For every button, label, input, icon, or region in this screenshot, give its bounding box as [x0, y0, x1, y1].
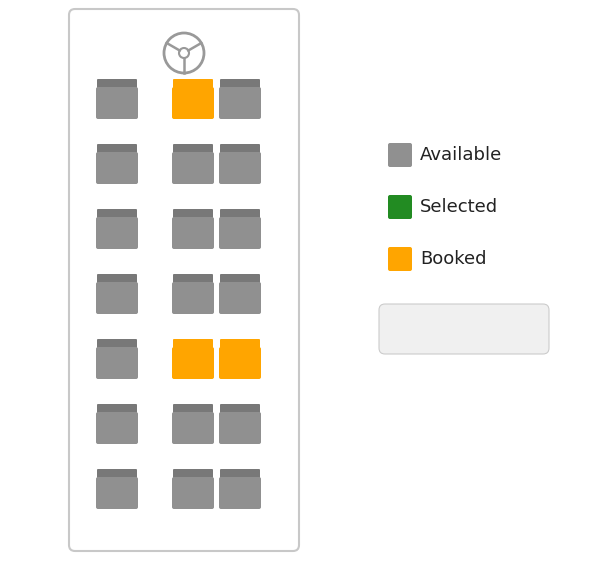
FancyBboxPatch shape	[97, 274, 137, 284]
FancyBboxPatch shape	[173, 274, 213, 284]
FancyBboxPatch shape	[97, 339, 137, 349]
FancyBboxPatch shape	[173, 144, 213, 154]
FancyBboxPatch shape	[97, 209, 137, 219]
FancyBboxPatch shape	[69, 9, 299, 551]
Text: Selected: Selected	[420, 198, 498, 216]
FancyBboxPatch shape	[96, 217, 138, 249]
Text: Available: Available	[420, 146, 502, 164]
FancyBboxPatch shape	[173, 404, 213, 414]
FancyBboxPatch shape	[220, 79, 260, 89]
FancyBboxPatch shape	[219, 217, 261, 249]
FancyBboxPatch shape	[173, 209, 213, 219]
FancyBboxPatch shape	[219, 412, 261, 444]
FancyBboxPatch shape	[172, 152, 214, 184]
FancyBboxPatch shape	[220, 339, 260, 349]
FancyBboxPatch shape	[96, 477, 138, 509]
FancyBboxPatch shape	[96, 152, 138, 184]
Text: Booked: Booked	[420, 250, 487, 268]
Text: Clear Selection: Clear Selection	[406, 321, 522, 337]
FancyBboxPatch shape	[219, 282, 261, 314]
FancyBboxPatch shape	[388, 195, 412, 219]
FancyBboxPatch shape	[220, 209, 260, 219]
FancyBboxPatch shape	[97, 404, 137, 414]
FancyBboxPatch shape	[96, 87, 138, 119]
FancyBboxPatch shape	[96, 282, 138, 314]
FancyBboxPatch shape	[219, 152, 261, 184]
FancyBboxPatch shape	[220, 404, 260, 414]
FancyBboxPatch shape	[172, 412, 214, 444]
FancyBboxPatch shape	[220, 144, 260, 154]
FancyBboxPatch shape	[388, 247, 412, 271]
FancyBboxPatch shape	[219, 477, 261, 509]
FancyBboxPatch shape	[96, 412, 138, 444]
FancyBboxPatch shape	[96, 347, 138, 379]
FancyBboxPatch shape	[219, 347, 261, 379]
FancyBboxPatch shape	[219, 87, 261, 119]
FancyBboxPatch shape	[220, 469, 260, 479]
FancyBboxPatch shape	[173, 469, 213, 479]
FancyBboxPatch shape	[173, 339, 213, 349]
FancyBboxPatch shape	[172, 347, 214, 379]
FancyBboxPatch shape	[172, 477, 214, 509]
FancyBboxPatch shape	[379, 304, 549, 354]
FancyBboxPatch shape	[172, 217, 214, 249]
FancyBboxPatch shape	[173, 79, 213, 89]
FancyBboxPatch shape	[388, 143, 412, 167]
FancyBboxPatch shape	[172, 282, 214, 314]
FancyBboxPatch shape	[97, 469, 137, 479]
FancyBboxPatch shape	[97, 144, 137, 154]
FancyBboxPatch shape	[220, 274, 260, 284]
FancyBboxPatch shape	[172, 87, 214, 119]
FancyBboxPatch shape	[97, 79, 137, 89]
